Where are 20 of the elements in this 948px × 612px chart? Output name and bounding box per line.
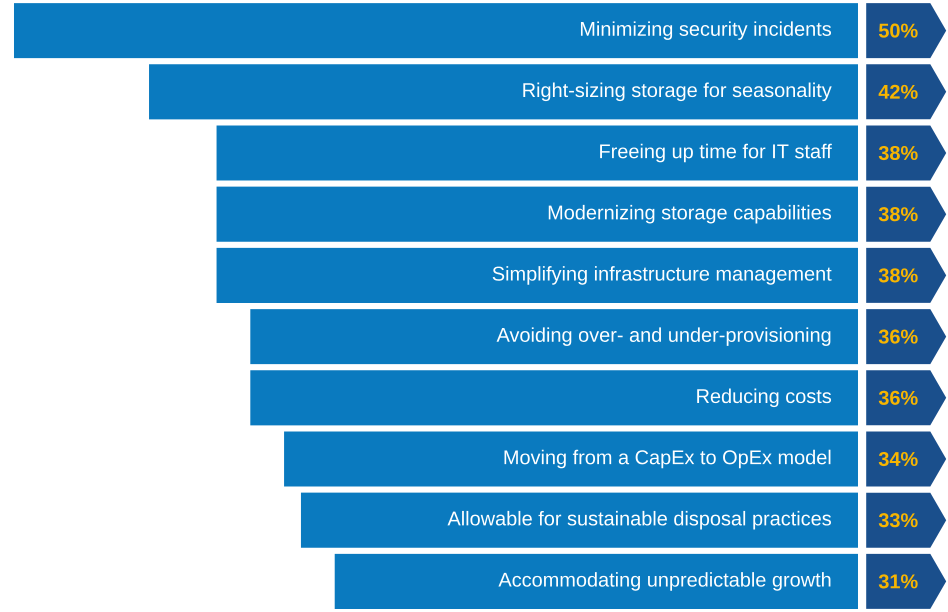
data-label: 31% [878,574,918,588]
y-tick-label: Freeing up time for IT staff [600,144,832,162]
y-tick-label: Accommodating unpredictable growth [498,572,830,591]
data-label: 38% [878,207,918,222]
data-label: 33% [878,513,918,528]
data-label: 34% [878,452,918,466]
y-tick-label: Modernizing storage capabilities [548,204,831,224]
y-tick-label: Moving from a CapEx to OpEx model [504,450,830,468]
data-label: 36% [878,390,918,405]
y-tick-label: Minimizing security incidents [580,21,832,40]
data-label: 38% [878,268,918,282]
y-tick-label: Avoiding over- and under-provisioning [496,327,830,346]
data-label: 42% [878,84,918,99]
y-tick-label: Simplifying infrastructure management [492,266,832,285]
y-tick-label: Allowable for sustainable disposal practices [448,510,831,530]
y-tick-label: Right-sizing storage for seasonality [523,82,832,102]
data-label: 38% [878,146,918,160]
data-label: 50% [878,24,918,38]
y-tick-label: Reducing costs [697,388,832,408]
data-label: 36% [878,330,918,344]
